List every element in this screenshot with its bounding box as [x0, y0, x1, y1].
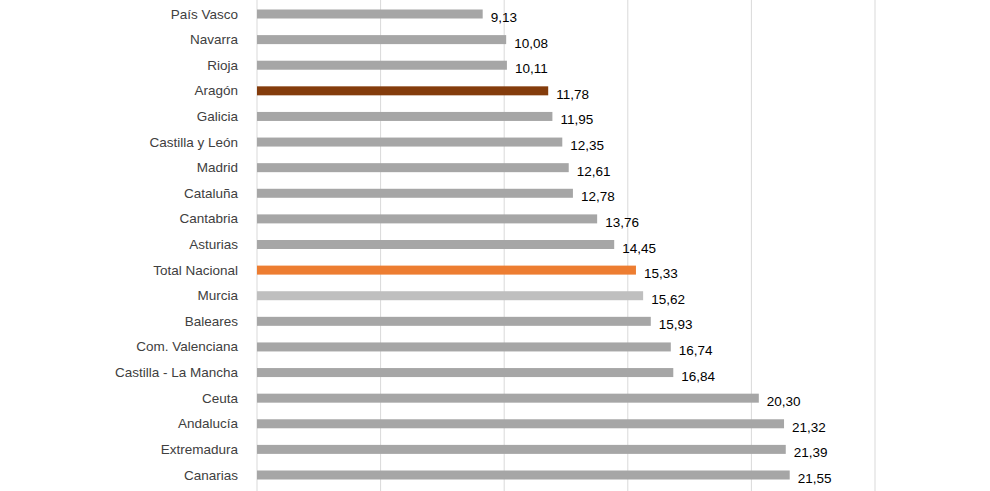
category-label: Castilla y León — [149, 135, 238, 150]
category-label: Aragón — [194, 83, 238, 98]
category-label: Navarra — [190, 32, 239, 47]
bar — [257, 10, 483, 19]
bar — [257, 189, 573, 198]
category-label: Madrid — [197, 160, 238, 175]
bar — [257, 445, 786, 454]
bar — [257, 138, 562, 147]
bar — [257, 61, 507, 70]
bar — [257, 240, 614, 249]
bar — [257, 368, 673, 377]
data-label: 12,61 — [577, 164, 611, 179]
category-label: Cataluña — [184, 186, 239, 201]
category-label: Asturias — [189, 237, 238, 252]
category-label: Cantabria — [179, 211, 238, 226]
data-label: 16,74 — [679, 343, 713, 358]
bar — [257, 291, 643, 300]
data-label: 21,32 — [792, 420, 826, 435]
data-label: 16,84 — [681, 369, 715, 384]
bars — [257, 10, 790, 480]
bar — [257, 86, 548, 95]
bar — [257, 163, 569, 172]
grid-line — [751, 0, 752, 491]
data-label: 20,30 — [767, 394, 801, 409]
category-label: Murcia — [197, 288, 238, 303]
data-label: 15,62 — [651, 292, 685, 307]
data-label: 10,08 — [514, 36, 548, 51]
category-label: Ceuta — [202, 391, 239, 406]
bar — [257, 342, 671, 351]
bar — [257, 419, 784, 428]
data-label: 12,35 — [570, 138, 604, 153]
category-label: Extremadura — [161, 442, 239, 457]
category-label: Total Nacional — [153, 263, 238, 278]
data-label: 11,95 — [560, 112, 593, 127]
data-label: 12,78 — [581, 189, 615, 204]
bar — [257, 214, 597, 223]
category-label: Canarias — [184, 468, 238, 483]
category-label: Baleares — [185, 314, 239, 329]
bar — [257, 394, 759, 403]
bar — [257, 35, 506, 44]
bar — [257, 112, 552, 121]
bar — [257, 317, 651, 326]
category-label: Andalucía — [178, 416, 239, 431]
grid-line — [875, 0, 876, 491]
category-label: Castilla - La Mancha — [115, 365, 239, 380]
data-label: 13,76 — [605, 215, 639, 230]
bar — [257, 471, 790, 480]
category-label: Galicia — [197, 109, 239, 124]
labels: País Vasco 9,13 Navarra 10,08 Rioja 10,11 Arag… — [115, 7, 832, 487]
category-label: País Vasco — [171, 7, 238, 22]
data-label: 10,11 — [515, 61, 548, 76]
data-label: 21,55 — [798, 471, 832, 486]
data-label: 15,33 — [644, 266, 678, 281]
category-label: Rioja — [207, 58, 238, 73]
bar — [257, 266, 636, 275]
category-label: Com. Valenciana — [136, 339, 238, 354]
data-label: 21,39 — [794, 445, 828, 460]
grid — [257, 0, 875, 491]
data-label: 14,45 — [622, 241, 656, 256]
data-label: 11,78 — [556, 87, 589, 102]
data-label: 9,13 — [491, 10, 517, 25]
chart: País Vasco 9,13 Navarra 10,08 Rioja 10,11 Arag… — [0, 0, 990, 491]
data-label: 15,93 — [659, 317, 693, 332]
